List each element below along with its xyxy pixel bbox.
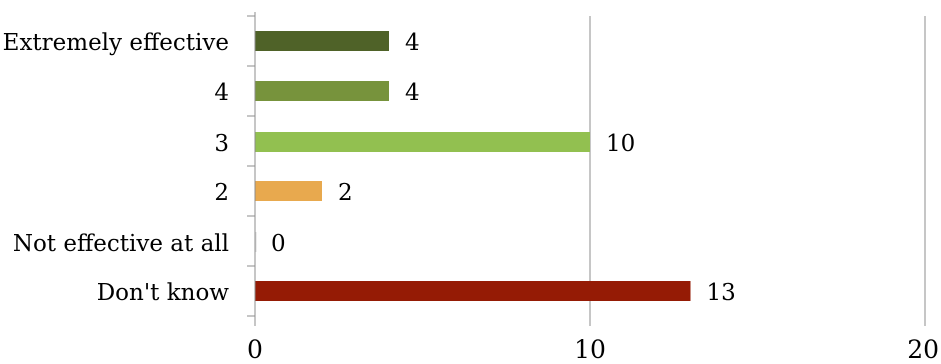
gridlines [589,16,926,326]
value-label-4: 0 [271,231,286,257]
bar-0 [255,31,389,51]
value-label-2: 10 [606,131,635,157]
x-tick-label-0: 0 [247,335,263,360]
bar-5 [255,281,691,301]
value-label-3: 2 [338,180,353,206]
category-label-0: Extremely effective [3,30,229,56]
axes [247,12,256,326]
value-label-0: 4 [405,30,420,56]
value-label-5: 13 [707,280,736,306]
bar-1 [255,81,389,101]
bar-4 [255,232,257,252]
category-label-5: Don't know [97,280,230,306]
labels: Extremely effective 4 3 2 Not effective at a… [3,30,939,364]
category-label-3: 2 [214,180,229,206]
x-tick-label-10: 10 [574,335,606,360]
category-label-1: 4 [214,80,229,106]
x-tick-label-20: 20 [907,335,939,360]
category-label-4: Not effective at all [13,231,229,257]
bar-2 [255,132,590,152]
bar-3 [255,181,322,201]
value-label-1: 4 [405,80,420,106]
category-label-2: 3 [214,131,229,157]
bars [255,31,691,301]
